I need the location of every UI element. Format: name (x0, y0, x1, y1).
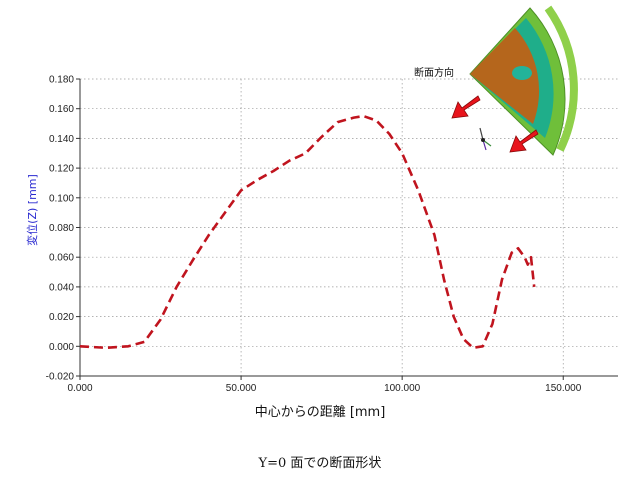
y-tick-label: 0.160 (49, 104, 74, 115)
y-tick-label: 0.140 (49, 134, 74, 145)
section-direction-label: 断面方向 (414, 66, 454, 79)
series-line (79, 114, 536, 350)
x-tick-label: 0.000 (67, 383, 92, 394)
y-tick-label: 0.060 (49, 253, 74, 264)
y-tick-label: -0.020 (46, 372, 75, 383)
section-model-illustration: 断面方向 (414, 5, 578, 156)
y-tick-label: 0.040 (49, 282, 74, 293)
red-arrow-icon (509, 129, 539, 153)
x-axis-label: 中心からの距離 [mm] (255, 405, 386, 420)
x-tick-label: 100.000 (384, 383, 421, 394)
tick-labels: -0.0200.0000.0200.0400.0600.0800.1000.12… (46, 75, 582, 395)
axes-layer (76, 78, 618, 380)
y-tick-label: 0.120 (49, 164, 74, 175)
sector-center-spot (512, 66, 532, 80)
sector-rim (544, 5, 578, 152)
red-arrow-icon (451, 95, 481, 119)
y-tick-label: 0.020 (49, 312, 74, 323)
axis-triad-icon (479, 127, 492, 151)
series-layer (79, 114, 536, 350)
y-tick-label: 0.100 (49, 193, 74, 204)
y-tick-label: 0.000 (49, 342, 74, 353)
x-tick-label: 150.000 (545, 383, 582, 394)
x-tick-label: 50.000 (226, 383, 257, 394)
y-tick-label: 0.180 (49, 75, 74, 86)
chart-caption: Y=0 面での断面形状 (258, 456, 382, 471)
sector-brown-core (470, 28, 540, 124)
y-tick-label: 0.080 (49, 223, 74, 234)
y-axis-label: 変位(Z) [mm] (25, 174, 39, 246)
grid-layer (80, 78, 618, 377)
